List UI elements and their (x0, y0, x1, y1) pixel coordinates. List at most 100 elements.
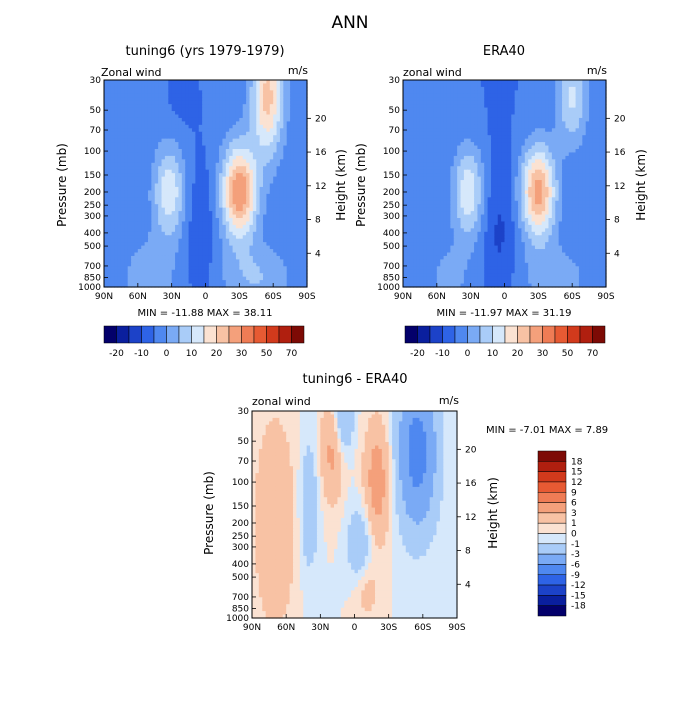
field-cell (249, 135, 253, 139)
field-cell (477, 139, 481, 143)
colorbar-swatch (242, 326, 255, 343)
field-cell (178, 104, 182, 108)
field-cell (158, 280, 162, 284)
field-cell (417, 87, 421, 91)
field-cell (209, 115, 213, 119)
field-cell (589, 135, 593, 139)
field-cell (138, 80, 142, 84)
field-cell (199, 152, 203, 156)
field-cell (249, 221, 253, 225)
field-cell (290, 146, 294, 150)
field-cell (260, 87, 264, 91)
field-cell (290, 108, 294, 112)
field-cell (219, 187, 223, 191)
field-cell (209, 146, 213, 150)
field-cell (209, 173, 213, 177)
field-cell (219, 180, 223, 184)
field-cell (427, 108, 431, 112)
field-cell (158, 277, 162, 281)
field-cell (477, 132, 481, 136)
field-cell (209, 152, 213, 156)
field-cell (209, 225, 213, 229)
field-cell (599, 146, 603, 150)
field-cell (239, 184, 243, 188)
field-cell (148, 111, 152, 115)
panel-title: tuning6 (yrs 1979-1979) (125, 44, 284, 59)
field-cell (128, 156, 132, 160)
field-cell (189, 263, 193, 267)
field-cell (249, 273, 253, 277)
field-cell (229, 173, 233, 177)
field-cell (280, 208, 284, 212)
field-cell (189, 190, 193, 194)
field-cell (599, 108, 603, 112)
y-tick-label: 200 (84, 188, 101, 198)
field-cell (158, 270, 162, 274)
field-cell (128, 218, 132, 222)
field-cell (467, 121, 471, 125)
field-cell (498, 149, 502, 153)
field-cell (168, 180, 172, 184)
field-cell (270, 80, 274, 84)
field-cell (457, 146, 461, 150)
field-cell (239, 280, 243, 284)
field-cell (178, 197, 182, 201)
field-cell (128, 277, 132, 281)
field-cell (498, 87, 502, 91)
field-cell (260, 194, 264, 198)
field-cell (148, 204, 152, 208)
field-cell (148, 142, 152, 146)
field-cell (599, 132, 603, 136)
field-cell (300, 159, 304, 163)
y-tick-label: 100 (84, 147, 101, 157)
field-cell (488, 83, 492, 87)
field-cell (290, 273, 294, 277)
field-cell (199, 125, 203, 129)
field-cell (270, 256, 274, 260)
field-cell (300, 173, 304, 177)
field-cell (447, 149, 451, 153)
field-cell (118, 235, 122, 239)
field-cell (417, 80, 421, 84)
field-cell (270, 273, 274, 277)
field-cell (158, 132, 162, 136)
field-cell (249, 146, 253, 150)
field-cell (189, 177, 193, 181)
field-cell (300, 208, 304, 212)
field-cell (467, 118, 471, 122)
x-tick-label: 30N (163, 292, 181, 302)
field-cell (128, 270, 132, 274)
field-cell (107, 142, 111, 146)
field-cell (579, 125, 583, 129)
field-cell (249, 211, 253, 215)
field-cell (239, 118, 243, 122)
field-cell (457, 125, 461, 129)
field-cell (290, 194, 294, 198)
field-cell (488, 111, 492, 115)
y-tick-label: 850 (84, 273, 101, 283)
field-cell (128, 239, 132, 243)
field-cell (300, 139, 304, 143)
field-cell (199, 187, 203, 191)
field-cell (290, 156, 294, 160)
field-cell (518, 149, 522, 153)
field-cell (128, 111, 132, 115)
field-cell (260, 156, 264, 160)
field-cell (280, 159, 284, 163)
field-cell (599, 121, 603, 125)
field-cell (219, 270, 223, 274)
field-cell (437, 111, 441, 115)
field-cell (477, 111, 481, 115)
field-cell (168, 249, 172, 253)
field-cell (488, 80, 492, 84)
field-cell (178, 149, 182, 153)
field-cell (579, 132, 583, 136)
field-cell (199, 190, 203, 194)
field-cell (427, 139, 431, 143)
field-cell (559, 139, 563, 143)
field-cell (158, 266, 162, 270)
field-cell (168, 139, 172, 143)
field-cell (178, 201, 182, 205)
field-cell (280, 128, 284, 132)
field-cell (118, 142, 122, 146)
